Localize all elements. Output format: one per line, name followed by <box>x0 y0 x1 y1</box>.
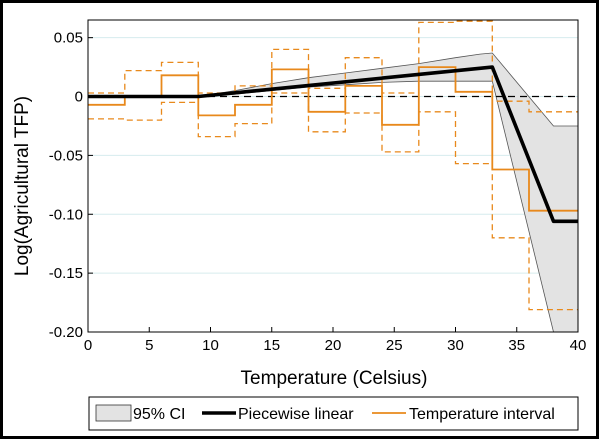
x-tick-label: 10 <box>202 337 219 354</box>
legend-interval-label: Temperature interval <box>409 406 555 423</box>
plot-area <box>87 19 579 333</box>
y-axis-label: Log(Agricultural TFP) <box>12 96 33 276</box>
x-tick-label: 40 <box>570 337 587 354</box>
plot-background <box>88 20 578 332</box>
y-tick-label: -0.10 <box>49 206 83 223</box>
x-axis-ticks: 0 5 10 15 20 25 30 35 40 <box>84 327 587 354</box>
y-tick-label: -0.20 <box>49 324 83 341</box>
legend-ci-swatch <box>95 404 132 422</box>
y-tick-label: 0 <box>75 89 83 106</box>
y-tick-label: -0.05 <box>49 147 83 164</box>
x-tick-label: 15 <box>263 337 280 354</box>
x-tick-label: 30 <box>447 337 464 354</box>
interval-ci-upper-line <box>88 20 578 113</box>
interval-ci-lower-line <box>88 92 578 311</box>
y-axis-ticks: 0.05 0 -0.05 -0.10 -0.15 -0.20 <box>49 30 93 341</box>
interval-estimate-line <box>88 66 578 212</box>
x-axis-label: Temperature (Celsius) <box>241 368 428 389</box>
piecewise-linear-line <box>88 65 578 224</box>
x-tick-label: 25 <box>386 337 403 354</box>
x-tick-label: 20 <box>325 337 342 354</box>
x-tick-label: 0 <box>84 337 92 354</box>
chart: 0.05 0 -0.05 -0.10 -0.15 -0.20 0 5 10 15 20 25 30 35… <box>12 19 587 431</box>
legend: 95% CI Piecewise linear Temperature inte… <box>88 396 579 431</box>
y-tick-label: -0.15 <box>49 265 83 282</box>
legend-ci-label: 95% CI <box>133 406 185 423</box>
legend-piecewise-label: Piecewise linear <box>238 406 354 423</box>
legend-box <box>88 396 579 431</box>
y-tick-label: 0.05 <box>54 30 83 47</box>
x-tick-label: 5 <box>145 337 153 354</box>
x-tick-label: 35 <box>508 337 525 354</box>
